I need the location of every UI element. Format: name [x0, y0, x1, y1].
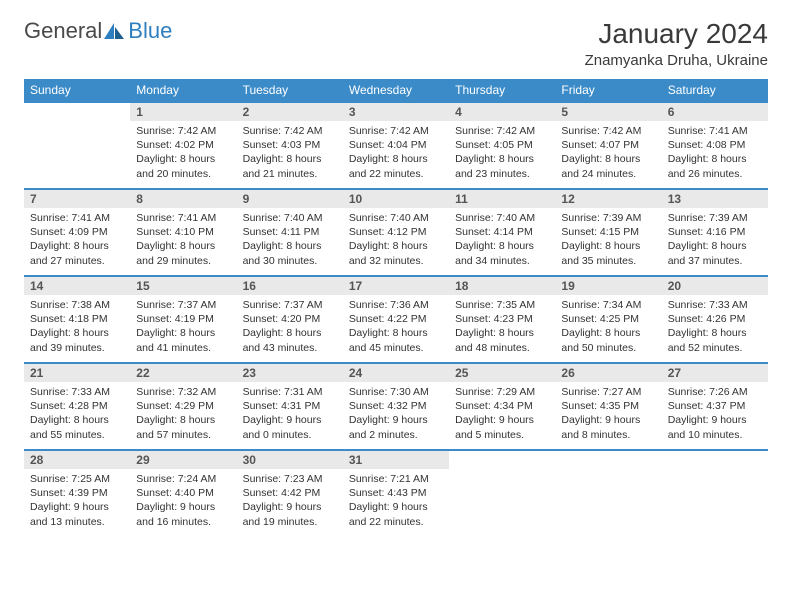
location-label: Znamyanka Druha, Ukraine — [585, 52, 768, 69]
day-number-cell — [662, 450, 768, 469]
day-number-cell: 6 — [662, 102, 768, 121]
day-number-row: 28293031 — [24, 450, 768, 469]
brand-part1: General — [24, 18, 102, 44]
day-content-row: Sunrise: 7:41 AMSunset: 4:09 PMDaylight:… — [24, 208, 768, 276]
day-content-row: Sunrise: 7:25 AMSunset: 4:39 PMDaylight:… — [24, 469, 768, 537]
day-number-cell: 3 — [343, 102, 449, 121]
day-number-cell — [449, 450, 555, 469]
day-number-cell: 20 — [662, 276, 768, 295]
day-number-cell: 16 — [237, 276, 343, 295]
day-content-cell: Sunrise: 7:37 AMSunset: 4:19 PMDaylight:… — [130, 295, 236, 363]
weekday-header: Saturday — [662, 79, 768, 102]
day-content-row: Sunrise: 7:42 AMSunset: 4:02 PMDaylight:… — [24, 121, 768, 189]
day-number-cell — [555, 450, 661, 469]
day-content-cell: Sunrise: 7:42 AMSunset: 4:03 PMDaylight:… — [237, 121, 343, 189]
day-content-cell: Sunrise: 7:31 AMSunset: 4:31 PMDaylight:… — [237, 382, 343, 450]
day-content-cell: Sunrise: 7:42 AMSunset: 4:02 PMDaylight:… — [130, 121, 236, 189]
title-block: January 2024 Znamyanka Druha, Ukraine — [585, 18, 768, 69]
day-number-cell: 15 — [130, 276, 236, 295]
day-content-cell: Sunrise: 7:41 AMSunset: 4:08 PMDaylight:… — [662, 121, 768, 189]
day-content-cell: Sunrise: 7:27 AMSunset: 4:35 PMDaylight:… — [555, 382, 661, 450]
calendar-table: Sunday Monday Tuesday Wednesday Thursday… — [24, 79, 768, 537]
day-content-cell: Sunrise: 7:37 AMSunset: 4:20 PMDaylight:… — [237, 295, 343, 363]
day-number-row: 14151617181920 — [24, 276, 768, 295]
day-number-cell: 27 — [662, 363, 768, 382]
day-content-cell: Sunrise: 7:42 AMSunset: 4:05 PMDaylight:… — [449, 121, 555, 189]
day-content-cell — [662, 469, 768, 537]
day-content-cell: Sunrise: 7:29 AMSunset: 4:34 PMDaylight:… — [449, 382, 555, 450]
day-content-cell: Sunrise: 7:23 AMSunset: 4:42 PMDaylight:… — [237, 469, 343, 537]
day-number-cell: 8 — [130, 189, 236, 208]
day-content-cell: Sunrise: 7:40 AMSunset: 4:12 PMDaylight:… — [343, 208, 449, 276]
sail-icon — [104, 23, 124, 39]
day-number-cell: 5 — [555, 102, 661, 121]
day-content-cell: Sunrise: 7:39 AMSunset: 4:15 PMDaylight:… — [555, 208, 661, 276]
day-number-cell: 13 — [662, 189, 768, 208]
day-number-row: 123456 — [24, 102, 768, 121]
day-number-cell: 19 — [555, 276, 661, 295]
day-content-row: Sunrise: 7:33 AMSunset: 4:28 PMDaylight:… — [24, 382, 768, 450]
day-number-cell: 25 — [449, 363, 555, 382]
day-number-cell: 31 — [343, 450, 449, 469]
day-number-cell: 18 — [449, 276, 555, 295]
day-content-cell: Sunrise: 7:21 AMSunset: 4:43 PMDaylight:… — [343, 469, 449, 537]
weekday-header: Monday — [130, 79, 236, 102]
day-number-cell: 30 — [237, 450, 343, 469]
month-title: January 2024 — [585, 18, 768, 50]
day-number-row: 21222324252627 — [24, 363, 768, 382]
day-number-cell: 1 — [130, 102, 236, 121]
day-number-cell — [24, 102, 130, 121]
day-content-cell: Sunrise: 7:41 AMSunset: 4:09 PMDaylight:… — [24, 208, 130, 276]
day-content-cell: Sunrise: 7:40 AMSunset: 4:14 PMDaylight:… — [449, 208, 555, 276]
day-number-cell: 28 — [24, 450, 130, 469]
day-content-cell: Sunrise: 7:35 AMSunset: 4:23 PMDaylight:… — [449, 295, 555, 363]
day-number-cell: 12 — [555, 189, 661, 208]
day-number-cell: 22 — [130, 363, 236, 382]
day-content-cell: Sunrise: 7:26 AMSunset: 4:37 PMDaylight:… — [662, 382, 768, 450]
day-content-cell: Sunrise: 7:33 AMSunset: 4:26 PMDaylight:… — [662, 295, 768, 363]
day-number-cell: 24 — [343, 363, 449, 382]
day-content-cell — [24, 121, 130, 189]
weekday-header: Sunday — [24, 79, 130, 102]
day-content-cell: Sunrise: 7:42 AMSunset: 4:07 PMDaylight:… — [555, 121, 661, 189]
day-content-cell: Sunrise: 7:24 AMSunset: 4:40 PMDaylight:… — [130, 469, 236, 537]
day-content-row: Sunrise: 7:38 AMSunset: 4:18 PMDaylight:… — [24, 295, 768, 363]
weekday-header: Wednesday — [343, 79, 449, 102]
day-content-cell: Sunrise: 7:32 AMSunset: 4:29 PMDaylight:… — [130, 382, 236, 450]
day-number-cell: 2 — [237, 102, 343, 121]
day-number-cell: 7 — [24, 189, 130, 208]
day-number-cell: 21 — [24, 363, 130, 382]
day-content-cell: Sunrise: 7:36 AMSunset: 4:22 PMDaylight:… — [343, 295, 449, 363]
day-number-cell: 4 — [449, 102, 555, 121]
day-content-cell: Sunrise: 7:38 AMSunset: 4:18 PMDaylight:… — [24, 295, 130, 363]
day-number-cell: 26 — [555, 363, 661, 382]
weekday-header: Friday — [555, 79, 661, 102]
day-content-cell: Sunrise: 7:41 AMSunset: 4:10 PMDaylight:… — [130, 208, 236, 276]
brand-part2: Blue — [128, 18, 172, 44]
day-content-cell — [449, 469, 555, 537]
page-header: General Blue January 2024 Znamyanka Druh… — [24, 18, 768, 69]
weekday-header: Thursday — [449, 79, 555, 102]
day-number-cell: 23 — [237, 363, 343, 382]
day-number-cell: 9 — [237, 189, 343, 208]
day-number-cell: 14 — [24, 276, 130, 295]
weekday-header: Tuesday — [237, 79, 343, 102]
day-content-cell — [555, 469, 661, 537]
day-content-cell: Sunrise: 7:42 AMSunset: 4:04 PMDaylight:… — [343, 121, 449, 189]
day-number-row: 78910111213 — [24, 189, 768, 208]
brand-logo: General Blue — [24, 18, 172, 44]
day-number-cell: 17 — [343, 276, 449, 295]
day-content-cell: Sunrise: 7:25 AMSunset: 4:39 PMDaylight:… — [24, 469, 130, 537]
day-content-cell: Sunrise: 7:33 AMSunset: 4:28 PMDaylight:… — [24, 382, 130, 450]
weekday-header-row: Sunday Monday Tuesday Wednesday Thursday… — [24, 79, 768, 102]
day-content-cell: Sunrise: 7:39 AMSunset: 4:16 PMDaylight:… — [662, 208, 768, 276]
day-content-cell: Sunrise: 7:34 AMSunset: 4:25 PMDaylight:… — [555, 295, 661, 363]
day-number-cell: 29 — [130, 450, 236, 469]
day-content-cell: Sunrise: 7:30 AMSunset: 4:32 PMDaylight:… — [343, 382, 449, 450]
day-content-cell: Sunrise: 7:40 AMSunset: 4:11 PMDaylight:… — [237, 208, 343, 276]
day-number-cell: 10 — [343, 189, 449, 208]
day-number-cell: 11 — [449, 189, 555, 208]
